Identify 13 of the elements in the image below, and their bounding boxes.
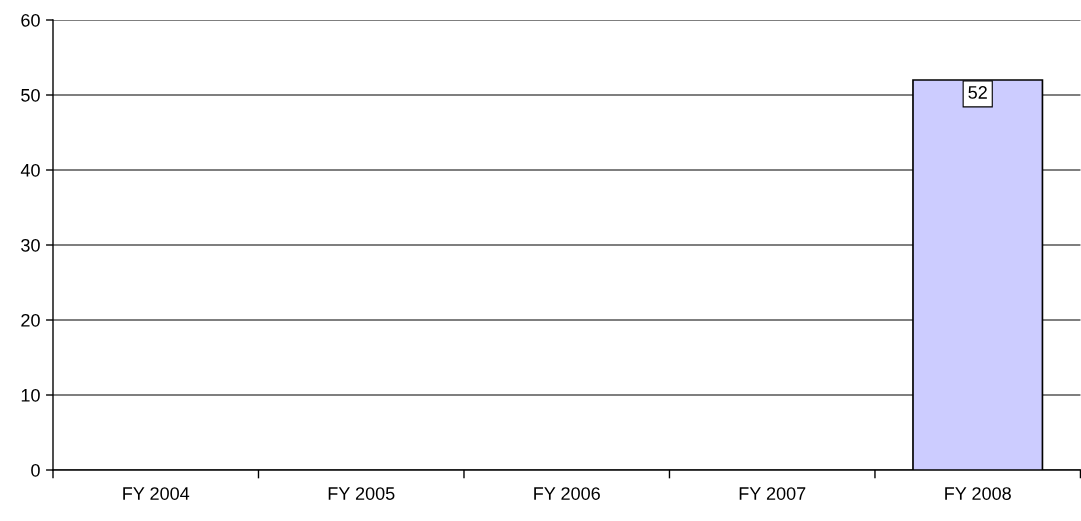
x-tick-label: FY 2006 [534, 487, 600, 500]
y-tick-label: 20 [21, 313, 40, 327]
y-tick-label: 10 [21, 388, 40, 402]
data-label: 52 [968, 86, 987, 99]
y-tick-label: 0 [31, 463, 40, 477]
y-tick-label: 30 [21, 238, 40, 252]
y-tick-label: 40 [20, 163, 40, 177]
x-tick-label: FY 2008 [945, 487, 1011, 500]
x-tick-label: FY 2005 [328, 487, 395, 500]
x-tick-label: FY 2007 [739, 487, 806, 500]
x-tick-label: FY 2004 [123, 487, 190, 500]
y-tick-label: 60 [21, 13, 40, 27]
y-tick-label: 50 [21, 88, 40, 102]
